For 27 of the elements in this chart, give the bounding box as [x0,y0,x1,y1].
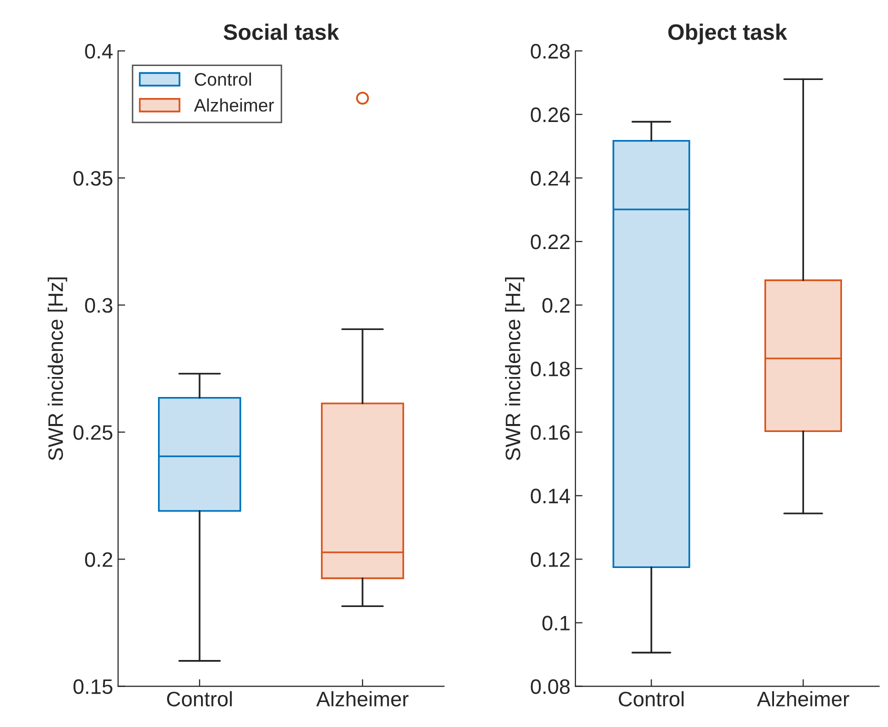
legend-label: Alzheimer [194,98,274,112]
y-tick-label: 0.28 [530,44,570,59]
y-tick-label: 0.2 [542,298,570,313]
y-tick-label: 0.18 [530,362,570,376]
x-tick-label: Control [167,691,232,706]
y-tick-label: 0.3 [85,298,112,313]
y-tick-label: 0.15 [74,679,112,694]
x-tick-label: Alzheimer [316,691,408,706]
y-tick-label: 0.4 [85,44,113,59]
y-tick-label: 0.24 [530,170,570,186]
y-tick-label: 0.14 [530,488,570,504]
y-tick-label: 0.26 [530,107,570,122]
x-tick-label: Alzheimer [756,691,850,706]
y-tick-label: 0.35 [74,170,112,186]
chart-title: Object task [668,24,788,44]
y-tick-label: 0.16 [530,425,570,440]
y-tick-label: 0.1 [542,616,570,630]
y-tick-label: 0.22 [530,234,570,250]
legend-label: Control [194,72,251,86]
y-axis-title: SWR incidence [Hz] [505,277,524,460]
y-axis-title: SWR incidence [Hz] [48,277,68,460]
y-tick-label: 0.12 [530,552,570,567]
y-tick-label: 0.2 [85,552,112,567]
y-tick-label: 0.08 [530,679,570,694]
x-tick-label: Control [618,691,684,706]
y-tick-label: 0.25 [74,425,112,440]
chart-title: Social task [224,24,340,40]
